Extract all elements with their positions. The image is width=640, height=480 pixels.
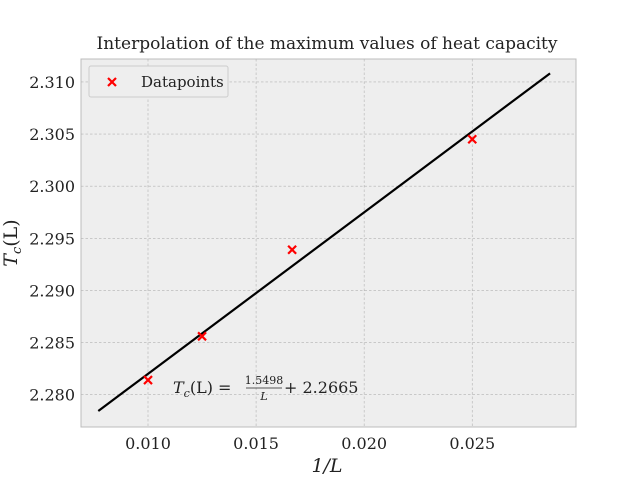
y-tick-label: 2.285 bbox=[29, 334, 75, 353]
equation-lhs-subscript: c bbox=[184, 387, 190, 400]
equation-denominator: L bbox=[259, 390, 267, 403]
x-axis-ticks: 0.010 0.015 0.020 0.025 bbox=[125, 434, 495, 453]
datapoint-marker bbox=[467, 134, 478, 145]
x-tick-label: 0.020 bbox=[341, 434, 387, 453]
equation-lhs-symbol: T bbox=[173, 378, 185, 397]
y-tick-label: 2.300 bbox=[29, 177, 75, 196]
chart-title: Interpolation of the maximum values of h… bbox=[97, 34, 558, 54]
legend-label-datapoints: Datapoints bbox=[141, 73, 224, 91]
x-tick-label: 0.025 bbox=[449, 434, 495, 453]
x-tick-label: 0.015 bbox=[233, 434, 279, 453]
datapoint-marker bbox=[197, 331, 207, 342]
equation-lhs-argument: (L) = bbox=[190, 378, 232, 397]
svg-text:Tc(L): Tc(L) bbox=[0, 219, 25, 266]
legend-box bbox=[88, 65, 229, 98]
equation-rhs: + 2.2665 bbox=[284, 378, 358, 397]
y-tick-label: 2.310 bbox=[29, 73, 75, 92]
y-axis-label-symbol: T bbox=[0, 253, 22, 267]
x-axis-label: 1/L bbox=[311, 455, 342, 477]
plot-area bbox=[80, 58, 577, 428]
datapoints-series bbox=[143, 134, 478, 385]
fit-line-series bbox=[97, 72, 551, 412]
legend: Datapoints bbox=[88, 65, 229, 98]
fit-line bbox=[97, 72, 551, 412]
y-axis-ticks: 2.280 2.285 2.290 2.295 2.300 2.305 2.310 bbox=[29, 73, 75, 405]
y-axis-label: Tc(L) bbox=[0, 219, 25, 266]
svg-text:Tc(L) =: Tc(L) = bbox=[173, 378, 231, 400]
datapoint-marker bbox=[287, 244, 297, 255]
y-axis-label-subscript: c bbox=[10, 246, 25, 254]
fit-equation-annotation: Tc(L) = 1.5498 L + 2.2665 bbox=[173, 374, 358, 403]
y-tick-label: 2.305 bbox=[29, 125, 75, 144]
x-tick-label: 0.010 bbox=[125, 434, 171, 453]
equation-numerator: 1.5498 bbox=[245, 374, 284, 387]
y-tick-label: 2.290 bbox=[29, 281, 75, 300]
legend-marker-icon bbox=[107, 77, 117, 87]
y-axis-label-argument: (L) bbox=[0, 219, 22, 246]
y-tick-label: 2.295 bbox=[29, 229, 75, 248]
y-tick-label: 2.280 bbox=[29, 386, 75, 405]
datapoint-marker bbox=[143, 375, 153, 385]
